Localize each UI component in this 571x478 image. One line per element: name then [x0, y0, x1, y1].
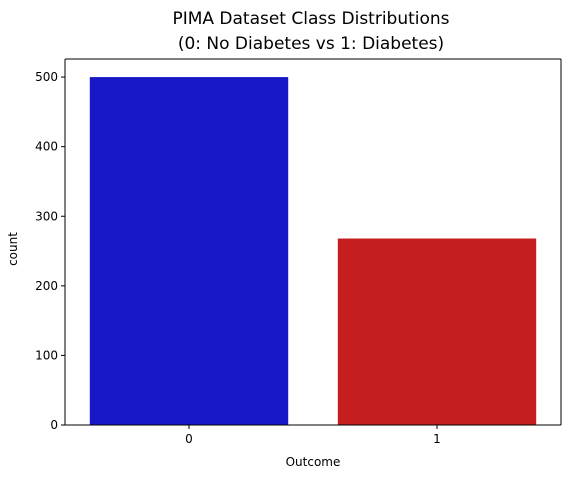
y-tick-label: 200: [35, 279, 58, 293]
y-tick-label: 400: [35, 140, 58, 154]
y-tick-label: 500: [35, 70, 58, 84]
x-axis-label: Outcome: [286, 455, 341, 469]
chart-title-line-1: PIMA Dataset Class Distributions: [172, 9, 449, 29]
chart-title: PIMA Dataset Class Distributions (0: No …: [172, 9, 449, 54]
y-tick-label: 100: [35, 348, 58, 362]
y-tick-label: 0: [50, 418, 58, 432]
chart-title-line-2: (0: No Diabetes vs 1: Diabetes): [178, 34, 444, 54]
x-tick-label: 0: [185, 432, 193, 446]
bar-0: [89, 77, 289, 426]
bar-1: [337, 238, 537, 425]
x-tick-label: 1: [433, 432, 441, 446]
y-axis-label: count: [6, 232, 20, 266]
y-tick-label: 300: [35, 209, 58, 223]
plot-area: [89, 77, 537, 426]
axes: 0 100 200 300 400 500 0 1: [35, 58, 562, 446]
